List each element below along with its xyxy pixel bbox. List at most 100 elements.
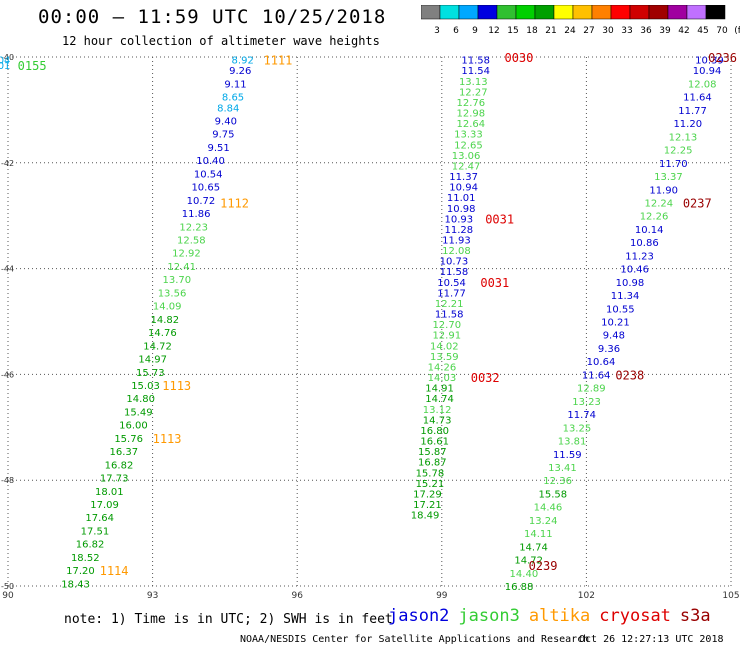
wave-height-value: 12.58 [177,236,206,247]
wave-height-value: 10.40 [196,156,225,167]
x-tick-label: 96 [291,591,303,601]
wave-height-value: 14.80 [126,394,155,405]
scale-label: 30 [602,26,614,36]
wave-height-value: 13.59 [430,352,459,363]
wave-height-value: 11.58 [435,310,464,321]
wave-height-value: 9.51 [207,143,229,154]
wave-height-value: 16.00 [119,421,148,432]
wave-height-value: 11.90 [649,185,678,196]
wave-height-value: 12.13 [669,132,698,143]
pass-time-label: 1113 [153,432,182,446]
pass-time-label: 0239 [529,559,558,573]
scale-label: 9 [472,26,478,36]
scale-label: 27 [583,26,594,36]
wave-height-value: 14.11 [524,529,553,540]
chart-plot: 90 93 96 99 102 105 -40 -42 -44 -46 -48 -50 8.048.01… [0,51,740,601]
wave-height-value: 17.09 [90,500,119,511]
wave-height-value: 15.76 [114,434,143,445]
wave-height-value: 17.21 [413,500,442,511]
wave-height-value: 11.54 [461,66,490,77]
wave-height-value: 14.09 [153,302,182,313]
wave-height-value: 14.72 [514,556,543,567]
wave-height-value: 10.39 [695,56,724,67]
wave-height-value: 10.72 [187,196,216,207]
wave-height-value: 14.02 [430,341,459,352]
wave-height-value: 14.76 [148,328,177,339]
scale-label: 45 [697,26,708,36]
wave-height-value: 11.01 [447,193,476,204]
scale-label: 33 [621,26,632,36]
pass-time-label: 0238 [615,368,644,382]
wave-height-value: 8.04 [0,56,10,67]
scale-label: 70 [716,26,728,36]
x-tick-label: 102 [578,591,595,601]
wave-height-value: 12.41 [167,262,196,273]
grid [7,56,732,587]
pass-time-label: 0237 [683,196,712,210]
wave-height-value: 17.20 [66,566,95,577]
wave-height-value: 11.70 [659,159,688,170]
scale-label: 18 [526,26,538,36]
pass-time-label: 1114 [100,564,129,578]
wave-height-value: 11.86 [182,209,211,220]
wave-height-value: 12.89 [577,384,606,395]
x-tick-label: 99 [436,591,448,601]
x-tick-label: 93 [147,591,158,601]
wave-height-value: 12.08 [688,79,717,90]
wave-height-value: 9.40 [215,116,237,127]
wave-height-value: 12.47 [452,161,481,172]
legend-jason3: jason3 [458,606,520,626]
pass-time-label: 0030 [504,51,533,65]
wave-height-value: 13.25 [563,423,592,434]
wave-height-value: 11.58 [461,56,490,67]
pass-time-label: 1111 [263,54,292,68]
wave-height-value: 11.34 [611,291,640,302]
pass-time-label: 0155 [18,59,47,73]
wave-height-value: 18.01 [95,487,124,498]
wave-height-value: 11.77 [437,288,466,299]
wave-height-value: 14.26 [428,362,457,373]
y-tick-label: -40 [1,53,14,62]
legend-s3a: s3a [679,606,711,626]
wave-height-value: 12.91 [432,331,461,342]
wave-height-value: 14.74 [519,542,548,553]
wave-height-value: 10.46 [620,265,649,276]
wave-height-value: 12.21 [435,299,464,310]
wave-height-value: 10.54 [437,278,466,289]
scale-label: 3 [434,26,440,36]
wave-height-value: 10.94 [693,66,722,77]
wave-height-value: 13.81 [558,437,587,448]
wave-height-value: 9.48 [603,331,625,342]
wave-height-value: 15.73 [136,368,165,379]
wave-height-value: 10.98 [616,278,645,289]
wave-height-value: 12.24 [645,198,674,209]
generated-timestamp: Oct 26 12:27:13 UTC 2018 [579,634,724,645]
wave-height-value: 18.43 [61,579,90,590]
wave-height-value: 12.76 [457,98,486,109]
wave-height-value: 11.20 [673,119,702,130]
wave-height-value: 14.74 [425,394,454,405]
wave-height-value: 10.21 [601,318,630,329]
wave-height-value: 17.29 [413,489,442,500]
wave-height-value: 8.84 [217,103,239,114]
wave-height-value: 15.03 [131,381,160,392]
scale-label: 39 [659,26,671,36]
wave-height-value: 12.23 [179,222,208,233]
pass-time-label: 1112 [220,196,249,210]
wave-height-value: 13.33 [454,130,483,141]
track-jason3: 8.048.01 [0,56,10,72]
wave-height-value: 12.70 [432,320,461,331]
pass-time-label: 1113 [162,379,191,393]
wave-height-value: 13.70 [163,275,192,286]
scale-label: 6 [453,26,459,36]
wave-height-value: 17.73 [100,474,129,485]
wave-height-value: 18.49 [411,511,440,522]
wave-height-value: 12.36 [543,476,572,487]
wave-height-value: 11.59 [553,450,582,461]
wave-height-value: 15.87 [418,447,447,458]
wave-height-value: 11.58 [440,267,469,278]
scale-swatch [705,5,726,20]
wave-height-value: 14.97 [138,355,167,366]
